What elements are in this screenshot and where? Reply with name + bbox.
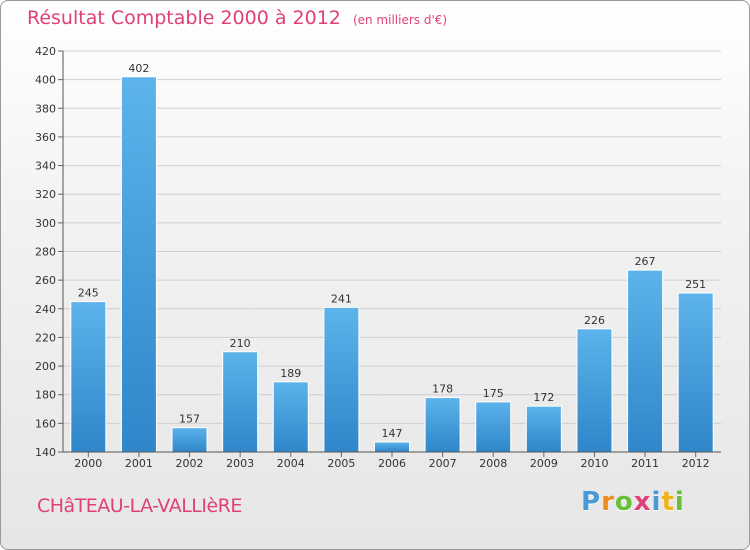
y-tick-label: 420 — [35, 45, 56, 58]
data-label: 402 — [128, 62, 149, 75]
proxiti-logo: Proxiti — [581, 487, 685, 517]
chart-title: Résultat Comptable 2000 à 2012 (en milli… — [27, 7, 447, 29]
bar-2003 — [222, 351, 259, 453]
bar-2002 — [171, 427, 208, 453]
chart-title-unit: (en milliers d'€) — [352, 13, 448, 27]
data-label: 157 — [179, 413, 200, 426]
x-tick-label: 2008 — [479, 457, 507, 470]
chart-title-main: Résultat Comptable 2000 à 2012 — [27, 7, 341, 29]
y-tick-label: 380 — [35, 102, 56, 115]
x-tick-label: 2005 — [327, 457, 355, 470]
x-tick-label: 2010 — [580, 457, 608, 470]
bar-2007 — [424, 397, 461, 453]
x-tick-label: 2002 — [176, 457, 204, 470]
y-tick-label: 180 — [35, 389, 56, 402]
bar-2005 — [323, 306, 360, 453]
logo-letter: i — [651, 487, 662, 517]
x-tick-label: 2000 — [74, 457, 102, 470]
x-tick-label: 2004 — [277, 457, 305, 470]
y-tick-label: 140 — [35, 446, 56, 459]
data-label: 147 — [382, 427, 403, 440]
data-label: 226 — [584, 314, 605, 327]
data-label: 175 — [483, 387, 504, 400]
y-tick-label: 160 — [35, 417, 56, 430]
bar-2006 — [374, 441, 410, 453]
logo-letter: i — [674, 487, 685, 517]
y-tick-label: 340 — [35, 160, 56, 173]
commune-name: CHâTEAU-LA-VALLIèRE — [37, 495, 242, 517]
y-tick-label: 220 — [35, 331, 56, 344]
y-tick-label: 260 — [35, 274, 56, 287]
y-tick-label: 400 — [35, 74, 56, 87]
data-label: 267 — [635, 255, 656, 268]
bar-2012 — [677, 292, 714, 453]
labels: 140 160 180 200 220 240 260 280 300 320 340 360 380 4… — [35, 45, 710, 470]
logo-letter: r — [601, 487, 615, 517]
bar-2009 — [525, 405, 562, 453]
logo-letter: t — [661, 487, 675, 517]
x-tick-label: 2003 — [226, 457, 254, 470]
data-label: 210 — [230, 337, 251, 350]
bar-2010 — [576, 328, 613, 453]
bar-2004 — [272, 381, 309, 453]
data-label: 172 — [533, 391, 554, 404]
logo-letter: o — [614, 487, 634, 517]
x-tick-label: 2007 — [429, 457, 457, 470]
data-label: 189 — [280, 367, 301, 380]
y-tick-label: 200 — [35, 360, 56, 373]
x-tick-label: 2011 — [631, 457, 659, 470]
bar-2011 — [627, 269, 664, 453]
x-tick-label: 2009 — [530, 457, 558, 470]
bar-2008 — [475, 401, 512, 453]
logo-letter: P — [581, 487, 602, 517]
data-label: 245 — [78, 287, 99, 300]
y-tick-label: 300 — [35, 217, 56, 230]
data-label: 241 — [331, 292, 352, 305]
y-tick-label: 360 — [35, 131, 56, 144]
data-label: 251 — [685, 278, 706, 291]
grid-lines — [63, 50, 721, 453]
y-tick-label: 280 — [35, 246, 56, 259]
logo-letter: x — [633, 487, 652, 517]
y-tick-label: 320 — [35, 188, 56, 201]
axes — [58, 50, 721, 457]
bars — [70, 76, 714, 453]
bar-2000 — [70, 301, 107, 453]
bar-2001 — [120, 76, 157, 453]
x-tick-label: 2012 — [682, 457, 710, 470]
x-tick-label: 2001 — [125, 457, 153, 470]
x-tick-label: 2006 — [378, 457, 406, 470]
data-label: 178 — [432, 383, 453, 396]
y-tick-label: 240 — [35, 303, 56, 316]
